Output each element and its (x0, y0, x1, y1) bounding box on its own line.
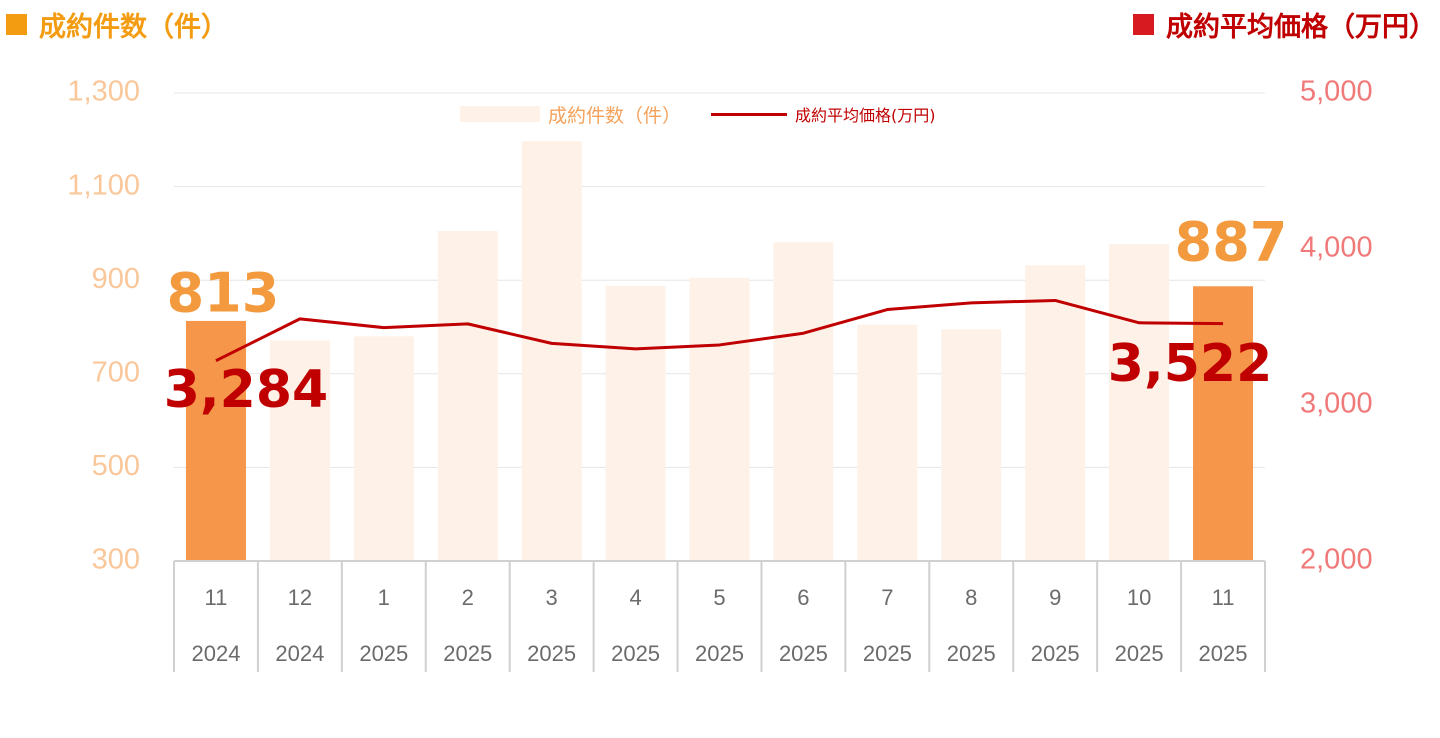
x-tick-month: 11 (205, 585, 228, 610)
x-tick-year: 2025 (443, 641, 492, 666)
data-label-last-bar: 887 (1175, 211, 1288, 274)
right-axis-tick: 5,000 (1300, 76, 1373, 108)
price-line (215, 298, 1224, 363)
x-tick-month: 9 (1049, 585, 1061, 610)
bar (605, 285, 666, 561)
x-tick-year: 2025 (527, 641, 576, 666)
bar (353, 336, 414, 561)
left-axis-tick: 900 (92, 263, 140, 295)
x-tick-year: 2025 (1199, 641, 1248, 666)
data-label-first-bar: 813 (167, 262, 280, 325)
left-axis-tick: 1,300 (67, 76, 140, 108)
x-tick-year: 2025 (1115, 641, 1164, 666)
bar (1193, 286, 1254, 561)
legend-bar-swatch (460, 106, 540, 122)
x-tick-year: 2025 (611, 641, 660, 666)
right-axis-title: 成約平均価格（万円） (1133, 4, 1436, 44)
chart-legend: 成約件数（件） 成約平均価格(万円) (460, 100, 936, 128)
x-tick-month: 10 (1127, 585, 1151, 610)
left-axis-tick: 1,100 (67, 169, 140, 201)
x-tick-year: 2024 (275, 641, 324, 666)
x-tick-month: 8 (965, 585, 977, 610)
left-axis-tick: 700 (92, 356, 140, 388)
data-label-first-line: 3,284 (164, 360, 328, 420)
x-tick-month: 6 (797, 585, 809, 610)
bar (185, 320, 246, 561)
legend-line-swatch (711, 112, 788, 116)
bar (773, 242, 834, 562)
bar (437, 231, 498, 561)
x-tick-year: 2025 (947, 641, 996, 666)
right-axis-title-text: 成約平均価格（万円） (1166, 11, 1436, 43)
x-tick-month: 3 (546, 585, 558, 610)
bar (1025, 265, 1086, 561)
legend-bar-label: 成約件数（件） (548, 104, 682, 127)
right-axis-tick: 4,000 (1300, 232, 1373, 264)
bar (941, 329, 1002, 561)
x-tick-month: 4 (629, 585, 641, 610)
left-axis-tick: 300 (92, 544, 140, 576)
left-axis-tick: 500 (92, 450, 140, 482)
x-tick-year: 2024 (191, 641, 240, 666)
x-tick-month: 11 (1212, 585, 1235, 610)
x-tick-year: 2025 (779, 641, 828, 666)
bar (1109, 244, 1170, 561)
x-tick-month: 12 (288, 585, 312, 610)
left-axis-title-text: 成約件数（件） (39, 11, 228, 43)
x-tick-year: 2025 (1031, 641, 1080, 666)
left-axis-title: 成約件数（件） (6, 4, 228, 44)
right-axis-tick: 2,000 (1300, 544, 1373, 576)
x-tick-month: 2 (462, 585, 474, 610)
x-tick-year: 2025 (863, 641, 912, 666)
bar (269, 340, 330, 561)
legend-line-label: 成約平均価格(万円) (795, 106, 936, 125)
x-tick-year: 2025 (359, 641, 408, 666)
left-title-square-icon (6, 13, 27, 35)
data-label-last-line: 3,522 (1108, 334, 1272, 394)
right-title-square-icon (1133, 13, 1154, 35)
bar (857, 324, 918, 561)
bar (689, 277, 750, 561)
x-tick-year: 2025 (695, 641, 744, 666)
x-tick-month: 5 (713, 585, 725, 610)
x-tick-month: 7 (881, 585, 893, 610)
x-tick-month: 1 (378, 585, 390, 610)
right-axis-tick: 3,000 (1300, 388, 1373, 420)
bar (521, 141, 582, 562)
